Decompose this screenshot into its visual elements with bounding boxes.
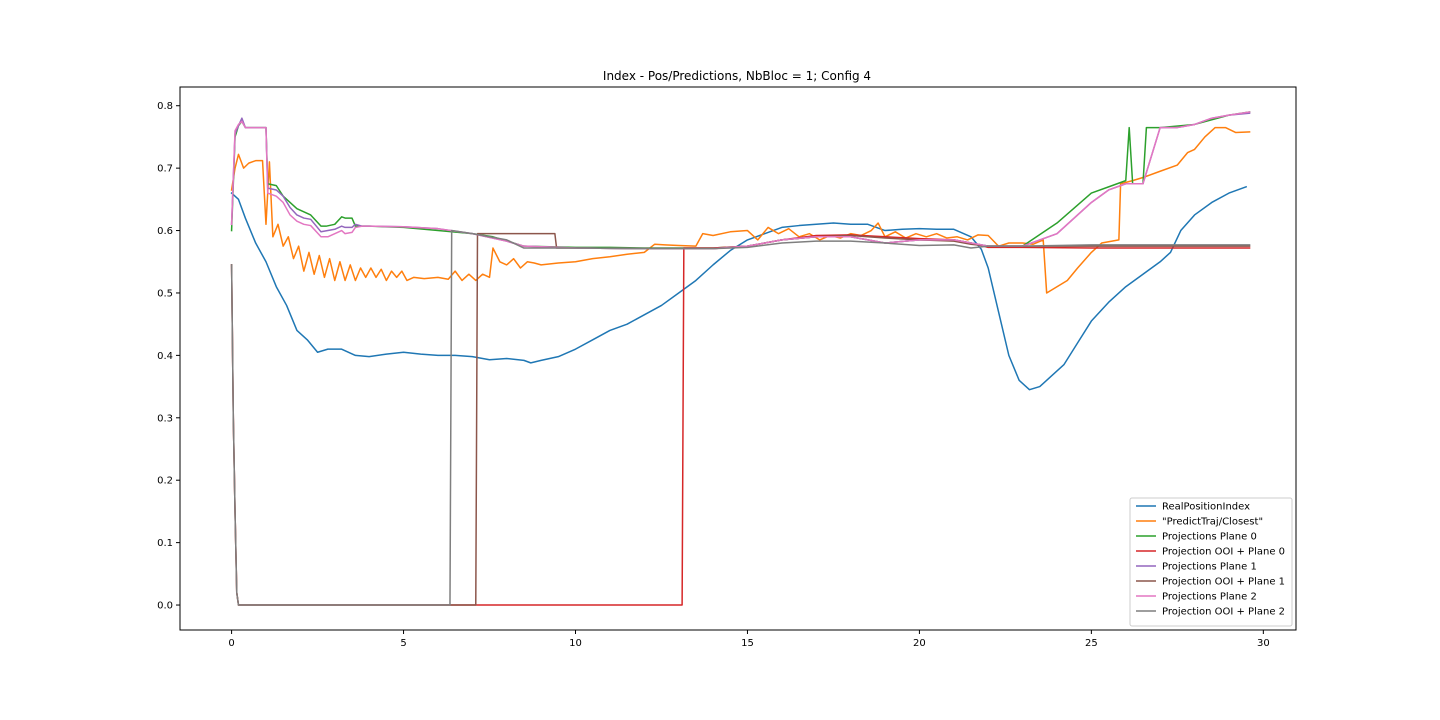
series-line-7 — [230, 229, 1251, 606]
y-tick-label: 0.6 — [157, 226, 173, 237]
x-tick-label: 0 — [228, 638, 234, 649]
legend-label: Projection OOI + Plane 2 — [1162, 607, 1285, 618]
y-tick-label: 0.8 — [157, 101, 173, 112]
x-tick-label: 10 — [569, 638, 582, 649]
y-tick-label: 0.4 — [157, 351, 173, 362]
x-tick-label: 5 — [400, 638, 406, 649]
chart-title: Index - Pos/Predictions, NbBloc = 1; Con… — [603, 69, 871, 83]
series-layer — [230, 111, 1251, 606]
y-tick-label: 0.0 — [157, 601, 173, 612]
x-tick-label: 15 — [741, 638, 754, 649]
legend-label: Projection OOI + Plane 0 — [1162, 547, 1285, 558]
plot-area: 0 5 10 15 20 25 30 0.0 0.1 0.2 0.3 0.4 0.5 0.6 0.7 0.8 — [157, 86, 1297, 649]
legend-label: "PredictTraj/Closest" — [1162, 517, 1263, 528]
legend-label: RealPositionIndex — [1162, 502, 1250, 513]
legend: RealPositionIndex "PredictTraj/Closest" Pr… — [1129, 497, 1293, 627]
x-tick-label: 20 — [913, 638, 926, 649]
legend-label: Projection OOI + Plane 1 — [1162, 577, 1285, 588]
legend-label: Projections Plane 1 — [1162, 562, 1257, 573]
y-tick-label: 0.1 — [157, 538, 173, 549]
y-tick-label: 0.5 — [157, 288, 173, 299]
plot-frame — [179, 86, 1297, 631]
legend-label: Projections Plane 2 — [1162, 592, 1257, 603]
series-line-1 — [230, 126, 1251, 294]
y-axis: 0.0 0.1 0.2 0.3 0.4 0.5 0.6 0.7 0.8 — [157, 101, 180, 612]
series-line-6 — [230, 111, 1251, 250]
series-line-0 — [230, 185, 1248, 391]
y-tick-label: 0.2 — [157, 476, 173, 487]
legend-box — [1129, 497, 1293, 627]
x-axis: 0 5 10 15 20 25 30 — [228, 630, 1270, 649]
x-tick-label: 25 — [1085, 638, 1098, 649]
y-tick-label: 0.7 — [157, 164, 173, 175]
x-tick-label: 30 — [1257, 638, 1270, 649]
y-tick-label: 0.3 — [157, 413, 173, 424]
legend-label: Projections Plane 0 — [1162, 532, 1257, 543]
